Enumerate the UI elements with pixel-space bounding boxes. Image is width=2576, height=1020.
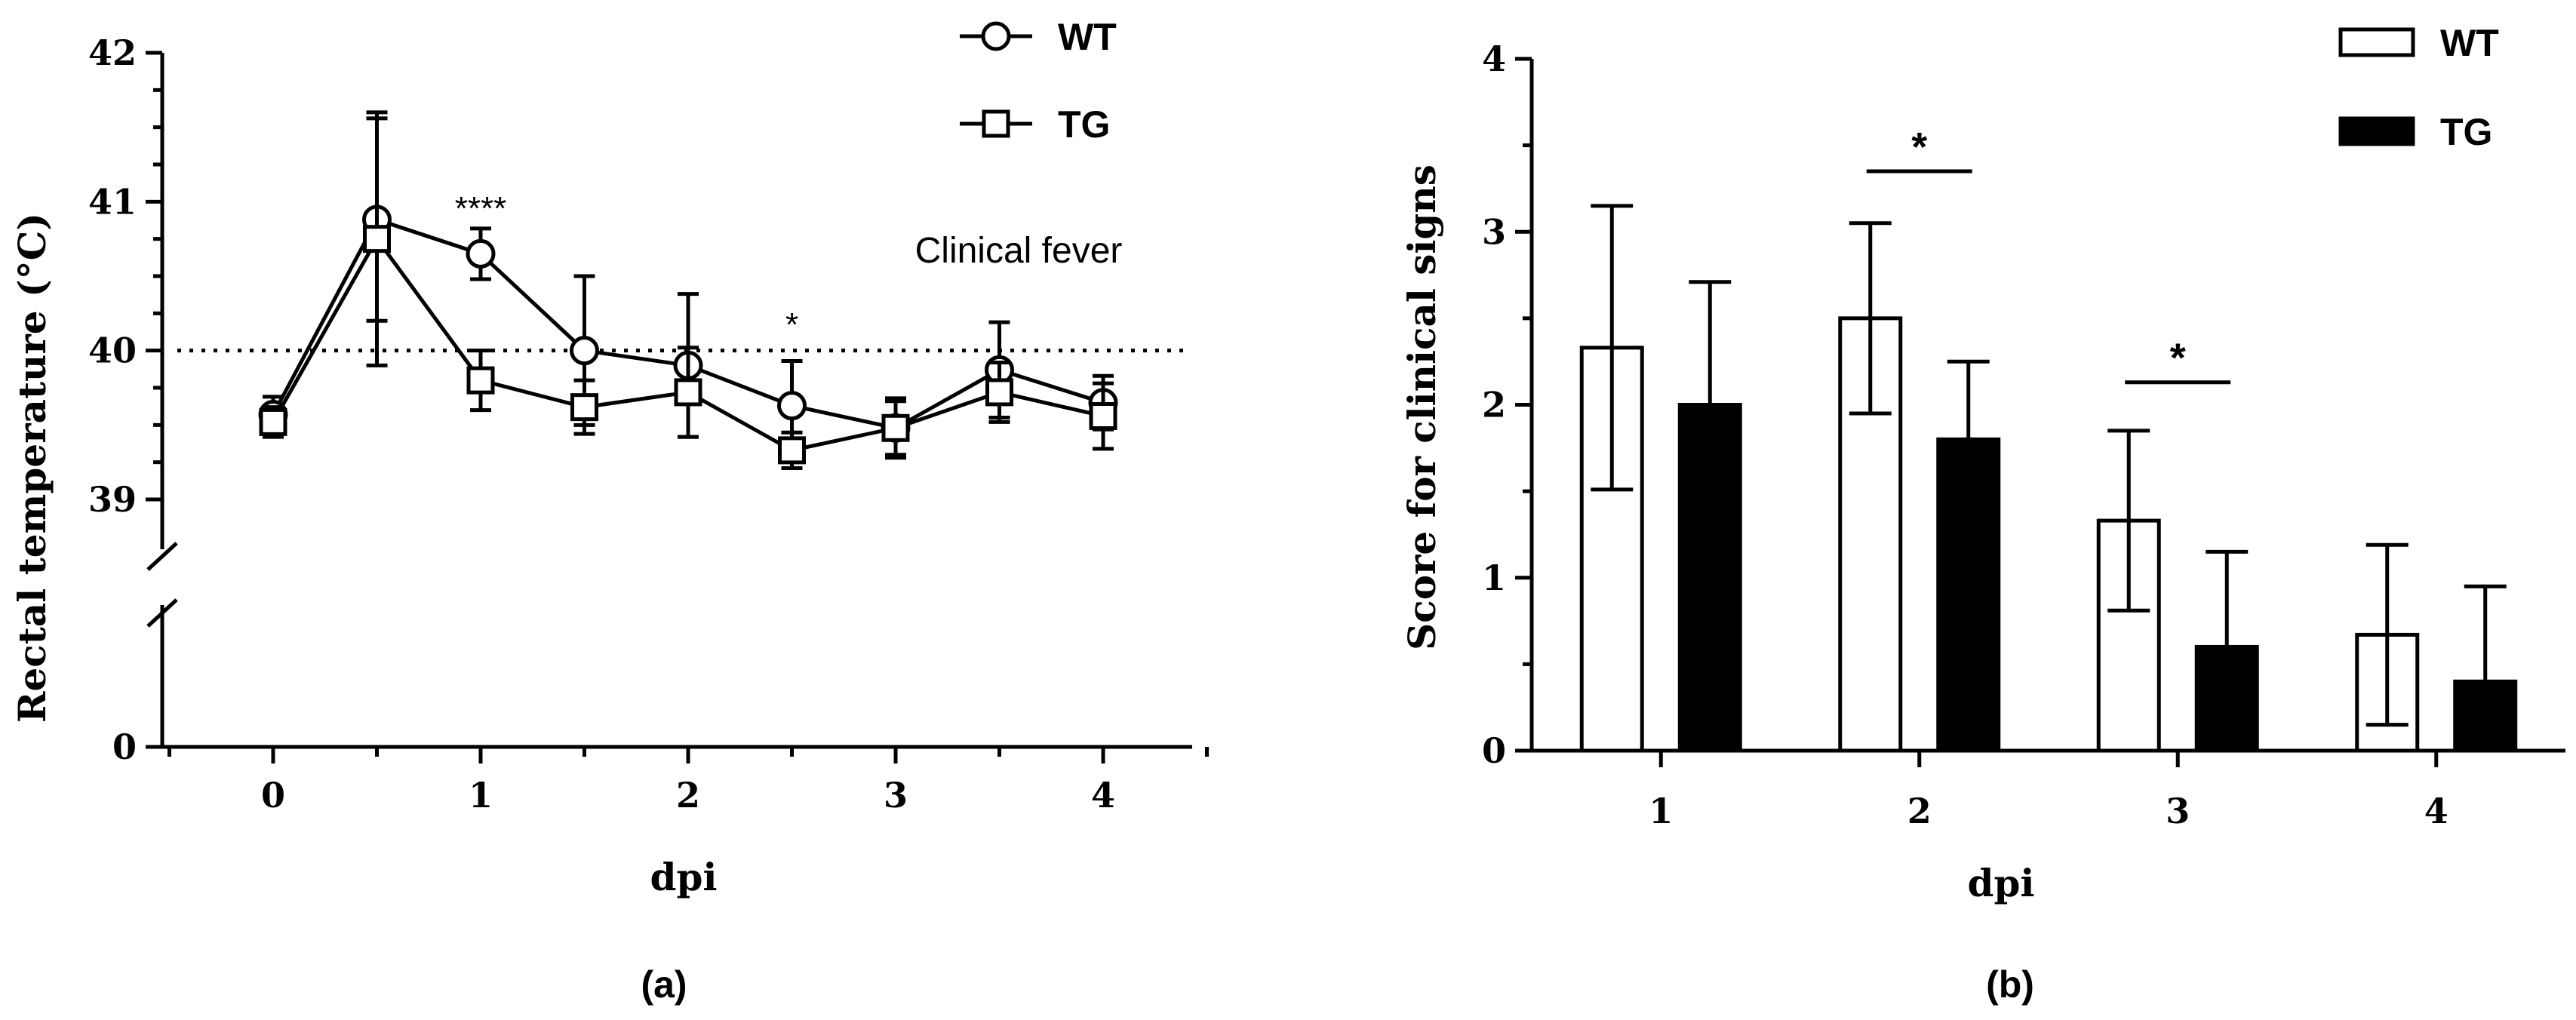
y-tick-label: 42 [88,32,137,73]
significance-annotation: * [785,306,798,343]
legend-label: WT [1058,16,1117,58]
data-point [570,393,598,422]
bar-tg [2453,679,2518,753]
x-tick-label: 3 [884,775,908,816]
y-tick-label: 2 [1482,385,1506,426]
significance-bracket: * [2125,336,2231,385]
legend-swatch [2338,27,2415,57]
panel-a-label: (a) [641,963,687,1006]
bar-group-4 [2355,542,2518,753]
panel-a-annotations: ***** [455,190,798,343]
bar-tg [1677,403,1742,753]
legend-entry-wt: WT [2338,22,2499,64]
x-tick-label: 2 [1907,791,1932,831]
legend-marker [982,109,1010,138]
x-tick-label: 4 [1091,775,1115,816]
bar-group-3 [2096,429,2259,753]
y-tick-label: 1 [1482,558,1506,598]
error-bar [1689,280,1732,405]
x-tick-label: 1 [469,775,493,816]
panel-b-x-axis-title: dpi [1968,861,2035,905]
data-point [881,413,910,442]
panel-a-legend: WT TG [960,16,1117,146]
bar-group-2 [1838,221,2001,753]
legend-label: WT [2440,22,2499,64]
error-bar [1947,359,1990,440]
x-tick-label: 0 [261,775,285,816]
panel-b-legend: WT TG [2338,22,2499,153]
y-tick-label: 39 [88,479,137,520]
axis-break-mark [146,598,178,628]
significance-star: * [1911,124,1927,170]
panel-a-y-axis-title: Rectal temperature (°C) [10,213,54,723]
legend-entry-tg: TG [960,103,1110,146]
panel-a-axes: 39 40 41 42 0 0 1 2 3 4 [88,32,1209,816]
data-point [777,391,807,421]
x-tick-label: 4 [2424,791,2448,831]
data-point [674,378,702,407]
series-tg [259,110,1117,471]
significance-star: * [2170,336,2186,381]
data-point [259,407,287,436]
data-point [985,378,1013,407]
error-bar [1591,204,1634,492]
error-bar [2365,542,2408,727]
significance-annotation: **** [455,190,507,227]
error-bar [2206,549,2249,647]
panel-a-series [258,110,1118,471]
data-point [778,436,806,465]
legend-swatch [2338,116,2415,146]
error-bar [2464,584,2507,682]
legend-label: TG [1058,103,1110,146]
y-tick-label: 4 [1482,38,1506,79]
y-tick-label: 3 [1482,211,1506,252]
data-point [363,225,391,253]
y-tick-label: 40 [88,330,137,371]
bar-tg [1936,437,2001,753]
y-tick-label: 0 [1482,730,1506,771]
error-bar [2107,429,2150,613]
panel-b-significance: ** [1866,124,2231,385]
bar-tg [2194,644,2259,753]
panel-b-bars [1579,204,2518,753]
x-tick-label: 1 [1649,791,1673,831]
y-tick-label-zero: 0 [112,727,137,767]
x-tick-label: 2 [676,775,700,816]
error-bar [1849,221,1892,416]
legend-label: TG [2440,111,2492,153]
panel-a-x-axis-title: dpi [650,855,718,899]
legend-entry-tg: TG [2338,111,2492,153]
data-point [570,336,599,366]
panel-b-y-axis-title: Score for clinical signs [1400,164,1444,650]
axis-break-mark [146,542,178,571]
panel-b-label: (b) [1986,963,2034,1006]
y-tick-label: 41 [88,181,137,222]
bar-group-1 [1579,204,1742,753]
data-point [1089,401,1117,430]
legend-entry-wt: WT [960,16,1117,58]
legend-marker [981,21,1011,51]
data-point [466,366,495,395]
significance-bracket: * [1866,124,1972,174]
fever-threshold: Clinical fever [177,231,1185,353]
x-tick-label: 3 [2166,791,2190,831]
data-point [466,238,496,269]
threshold-label: Clinical fever [915,231,1123,271]
